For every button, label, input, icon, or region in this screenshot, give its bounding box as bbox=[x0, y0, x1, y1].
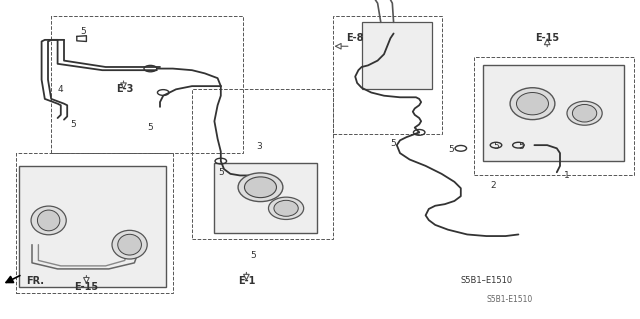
Bar bbox=[483, 65, 624, 161]
Text: 4: 4 bbox=[58, 85, 63, 94]
Text: 5: 5 bbox=[519, 142, 524, 151]
Text: 2: 2 bbox=[490, 181, 495, 189]
Bar bbox=[362, 22, 432, 89]
Text: 5: 5 bbox=[250, 251, 255, 260]
Text: 5: 5 bbox=[81, 27, 86, 36]
Bar bbox=[214, 163, 317, 233]
Bar bbox=[19, 166, 166, 287]
Ellipse shape bbox=[244, 177, 276, 197]
Ellipse shape bbox=[516, 93, 548, 115]
Text: S5B1–E1510: S5B1–E1510 bbox=[460, 276, 513, 285]
Text: E-15: E-15 bbox=[74, 282, 99, 292]
Text: 5: 5 bbox=[449, 145, 454, 154]
Text: 5: 5 bbox=[218, 168, 223, 177]
Ellipse shape bbox=[238, 173, 283, 202]
Text: E-3: E-3 bbox=[116, 84, 134, 94]
Text: E-1: E-1 bbox=[237, 276, 255, 286]
Text: E-15: E-15 bbox=[535, 33, 559, 43]
Text: 3: 3 bbox=[257, 142, 262, 151]
Text: 5: 5 bbox=[148, 123, 153, 132]
Ellipse shape bbox=[269, 197, 304, 219]
Ellipse shape bbox=[567, 101, 602, 125]
Ellipse shape bbox=[572, 105, 596, 122]
Text: FR.: FR. bbox=[26, 276, 44, 286]
Text: 5: 5 bbox=[493, 142, 499, 151]
Ellipse shape bbox=[112, 230, 147, 259]
Ellipse shape bbox=[510, 88, 555, 120]
Text: 1: 1 bbox=[564, 171, 569, 180]
Text: 5: 5 bbox=[391, 139, 396, 148]
Text: 5: 5 bbox=[71, 120, 76, 129]
Ellipse shape bbox=[118, 234, 141, 255]
Ellipse shape bbox=[274, 200, 298, 216]
Ellipse shape bbox=[38, 210, 60, 231]
Text: S5B1-E1510: S5B1-E1510 bbox=[486, 295, 532, 304]
Ellipse shape bbox=[31, 206, 67, 235]
Text: E-8: E-8 bbox=[346, 33, 364, 43]
